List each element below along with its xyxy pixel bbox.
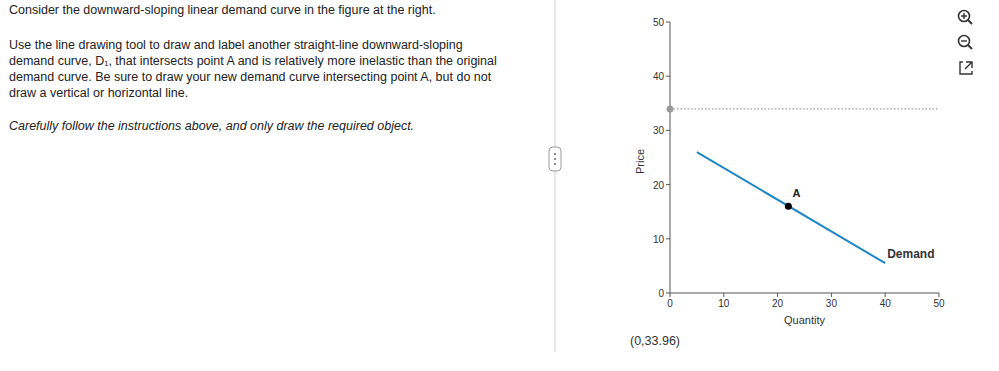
x-axis	[670, 293, 939, 294]
x-tick	[939, 293, 940, 297]
y-tick	[666, 130, 670, 131]
guide-line	[670, 108, 939, 109]
instruction-line: demand curve. Be sure to draw your new d…	[9, 70, 492, 84]
y-tick-label: 10	[653, 234, 665, 245]
handle-dot	[554, 153, 556, 155]
series-label: Demand	[887, 247, 934, 261]
y-tick-label: 30	[653, 125, 665, 136]
y-tick	[666, 293, 670, 294]
x-tick-label: 0	[667, 298, 673, 309]
icon-part	[961, 13, 967, 19]
x-tick-label: 10	[718, 298, 730, 309]
y-tick-label: 20	[653, 180, 665, 191]
y-tick	[666, 238, 670, 239]
y-tick-label: 40	[653, 71, 665, 82]
point-a	[785, 203, 792, 210]
x-tick-label: 50	[933, 298, 945, 309]
instruction-line: draw a vertical or horizontal line.	[9, 86, 188, 100]
zoom-in-icon[interactable]	[959, 11, 973, 25]
popout-icon[interactable]	[960, 62, 972, 74]
y-tick-label: 0	[658, 288, 664, 299]
demand-line	[697, 152, 885, 263]
divider	[555, 0, 556, 352]
icon-part	[961, 40, 967, 41]
instruction-line: Use the line drawing tool to draw and la…	[9, 38, 463, 52]
x-tick-label: 20	[772, 298, 784, 309]
icon-part	[959, 36, 970, 47]
x-tick	[777, 293, 778, 297]
plot-area	[670, 109, 939, 263]
icon-part	[959, 11, 970, 22]
instruction-line: Consider the downward-sloping linear dem…	[9, 3, 436, 17]
instruction-line: demand curve, D₁, that intersects point …	[9, 54, 497, 68]
x-tick	[885, 293, 886, 297]
y-tick	[666, 184, 670, 185]
icon-part	[968, 20, 972, 24]
x-tick	[831, 293, 832, 297]
y-tick	[666, 76, 670, 77]
guide-point	[667, 105, 674, 112]
icon-part	[960, 62, 972, 74]
divider-handle[interactable]	[549, 147, 561, 171]
x-tick	[670, 293, 671, 297]
x-axis-label: Quantity	[784, 314, 825, 326]
x-tick-label: 40	[880, 298, 892, 309]
handle-dot	[554, 163, 556, 165]
instruction-note: Carefully follow the instructions above,…	[9, 119, 414, 133]
y-tick	[666, 22, 670, 23]
y-axis	[670, 22, 671, 293]
icon-part	[965, 62, 972, 69]
handle-dot	[554, 158, 556, 160]
icon-part	[968, 45, 972, 49]
y-axis-label: Price	[634, 149, 646, 174]
x-tick-label: 30	[826, 298, 838, 309]
point-label: A	[792, 187, 800, 199]
y-tick-label: 50	[653, 17, 665, 28]
zoom-out-icon[interactable]	[959, 36, 973, 50]
x-tick	[723, 293, 724, 297]
coordinate-readout: (0,33.96)	[630, 334, 680, 348]
